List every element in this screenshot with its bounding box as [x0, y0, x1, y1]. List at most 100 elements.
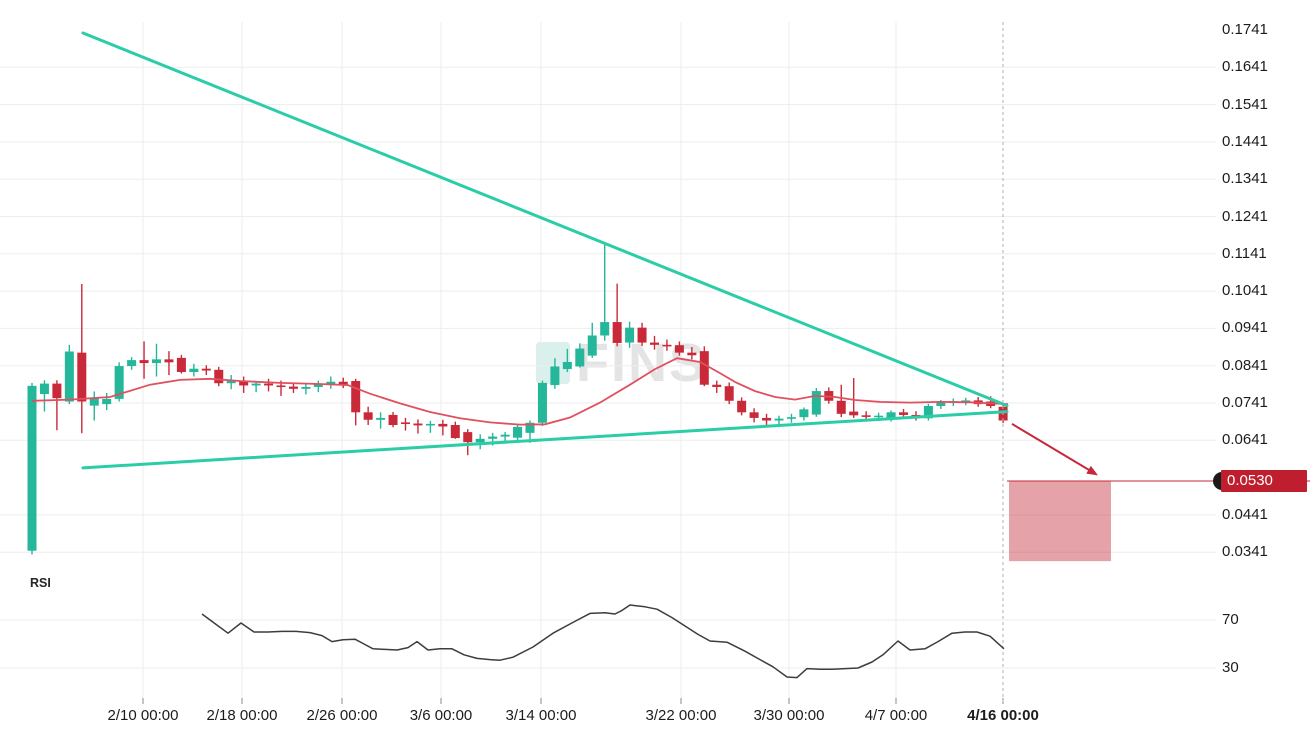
candle: [600, 244, 610, 341]
candle: [251, 380, 261, 393]
candle: [214, 366, 224, 387]
price-axis-label: 0.1541: [1222, 95, 1268, 113]
price-axis-label: 0.1641: [1222, 58, 1268, 76]
candle: [376, 412, 386, 429]
last-price-pointer-icon: [1213, 471, 1223, 490]
price-axis-label: 0.0641: [1222, 431, 1268, 449]
candle: [575, 343, 585, 368]
candle: [401, 417, 410, 431]
candle: [176, 354, 186, 374]
candle: [650, 335, 659, 350]
candle: [475, 434, 485, 450]
candle: [786, 413, 796, 423]
candle: [612, 283, 622, 347]
time-axis-label: 4/7 00:00: [864, 707, 928, 724]
candle: [226, 375, 236, 390]
candle: [264, 378, 274, 392]
candle: [52, 380, 62, 431]
rsi-axis-label: 30: [1222, 659, 1239, 676]
candle: [77, 284, 87, 434]
candle: [425, 420, 435, 433]
candle: [388, 411, 398, 428]
time-axis-label: 2/10 00:00: [107, 707, 179, 724]
candle: [749, 408, 759, 423]
candle: [712, 380, 722, 393]
candle: [537, 380, 547, 427]
candle: [637, 322, 647, 346]
candle: [64, 344, 74, 405]
time-axis-label: 3/14 00:00: [505, 707, 577, 724]
price-axis-label: 0.1341: [1222, 170, 1268, 188]
candle: [313, 380, 323, 393]
price-axis-label: 0.1141: [1222, 244, 1267, 262]
price-axis-label: 0.1441: [1222, 132, 1268, 150]
candle: [89, 391, 99, 421]
candle: [799, 407, 809, 421]
time-axis-label: 3/22 00:00: [645, 707, 717, 724]
candle: [513, 424, 523, 442]
candle: [288, 382, 298, 393]
candle: [737, 397, 747, 416]
candle: [27, 382, 37, 555]
trendline-lower[interactable]: [81, 410, 1009, 470]
candle: [139, 341, 149, 379]
candle: [587, 322, 597, 358]
price-axis-label: 0.1041: [1222, 282, 1268, 300]
candle: [824, 387, 834, 404]
projection-arrow[interactable]: [1011, 423, 1094, 474]
rsi-line: [201, 604, 1005, 679]
candle: [326, 376, 336, 389]
price-axis-label: 0.0441: [1222, 505, 1268, 523]
candle: [239, 376, 249, 393]
candle: [724, 382, 734, 405]
trendline-upper[interactable]: [81, 31, 1009, 408]
candle: [762, 413, 772, 426]
candle: [413, 419, 423, 434]
price-axis-label: 0.0841: [1222, 356, 1268, 374]
candle: [351, 378, 361, 426]
candle: [550, 358, 560, 389]
candle: [836, 384, 846, 418]
price-axis-label: 0.0941: [1222, 319, 1268, 337]
watermark-text: FINS: [576, 333, 708, 393]
candle: [687, 347, 697, 360]
candle: [102, 392, 112, 411]
candle: [39, 380, 49, 412]
time-axis-label: 2/18 00:00: [206, 707, 278, 724]
watermark: FINS: [536, 336, 707, 390]
price-axis-label: 0.0341: [1222, 543, 1268, 561]
price-axis-label: 0.1241: [1222, 207, 1268, 225]
rsi-indicator-label: RSI: [30, 576, 51, 590]
price-axis-label: 0.0741: [1222, 394, 1268, 411]
candle: [301, 384, 311, 395]
candle: [562, 348, 572, 373]
candle: [774, 415, 784, 425]
projection-arrowhead-icon: [1086, 465, 1098, 476]
rsi-axis-label: 70: [1222, 611, 1239, 628]
candle: [662, 339, 672, 351]
candle: [699, 346, 709, 387]
candle: [849, 378, 859, 418]
candle: [164, 351, 174, 376]
candle: [625, 321, 635, 348]
candle: [338, 377, 348, 389]
price-target-badge: 0.0530: [1221, 469, 1307, 492]
candle: [189, 363, 199, 377]
time-axis-label: 2/26 00:00: [306, 707, 378, 724]
time-axis-label: 3/6 00:00: [409, 707, 473, 724]
candle: [363, 406, 373, 426]
candle: [450, 421, 460, 439]
candle: [463, 429, 473, 456]
candle: [152, 343, 161, 377]
time-axis-label: 4/16 00:00: [967, 707, 1039, 724]
candle: [201, 365, 211, 376]
candle: [438, 419, 448, 436]
candle: [811, 388, 821, 417]
target-zone-box[interactable]: [1009, 480, 1111, 562]
ma-line: [31, 357, 1009, 426]
candle: [674, 341, 684, 356]
time-axis-label: 3/30 00:00: [753, 707, 825, 724]
candle: [127, 357, 137, 370]
